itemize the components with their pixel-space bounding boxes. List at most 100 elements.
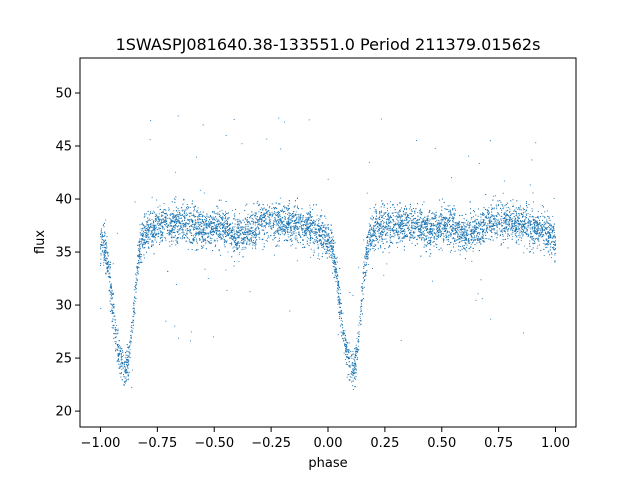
data-point [277,219,279,221]
data-point [181,213,183,215]
data-point [162,236,164,238]
data-point [263,232,266,234]
data-point [549,224,551,226]
data-point [541,236,543,238]
data-point [384,221,386,223]
data-point [326,224,328,226]
data-point [157,206,159,208]
data-point [252,229,254,232]
data-point [344,337,346,339]
data-point [386,207,388,209]
data-point [188,238,190,241]
data-point [483,219,486,221]
data-point [369,208,371,210]
data-point [408,224,410,226]
data-point [436,219,438,221]
data-point [371,227,373,229]
data-point [192,220,194,222]
data-point [553,235,555,238]
data-point [293,222,295,225]
data-point [442,226,444,228]
data-point [109,263,111,265]
data-point [239,232,241,235]
data-point [440,223,442,225]
data-point [215,218,217,220]
data-point [317,244,319,246]
data-point [275,224,277,226]
data-point [425,219,427,221]
data-point [529,213,531,216]
data-point [218,224,220,226]
data-point [531,248,533,250]
data-point [364,279,366,281]
data-point [185,236,187,238]
data-point [124,382,126,384]
data-point [233,260,236,262]
data-point [217,213,219,215]
data-point [313,227,315,229]
data-point [443,222,445,224]
data-point [445,217,447,219]
data-point [291,226,294,228]
data-point [274,210,276,213]
data-point [310,248,312,250]
data-point [500,220,502,222]
data-point [206,232,208,234]
data-point [316,219,318,221]
data-point [440,214,442,216]
data-point [203,228,205,230]
data-point [401,207,403,209]
data-point [201,233,203,235]
data-point [317,257,319,260]
data-point [377,217,379,219]
data-point [386,263,388,265]
data-point [525,227,527,229]
data-point [539,235,541,237]
data-point [266,237,269,239]
data-point [212,216,214,218]
data-point [359,324,362,326]
data-point [291,239,293,241]
data-point [358,324,360,326]
data-point [215,240,217,242]
data-point [410,230,412,232]
data-point [541,231,543,233]
data-point [324,227,326,229]
data-point [158,227,160,229]
data-point [142,239,144,241]
data-point [423,229,425,231]
data-point [227,251,229,253]
data-point [238,246,240,248]
data-point [406,207,408,209]
data-point [155,199,158,201]
data-point [181,223,183,225]
data-point [426,243,429,245]
data-point [529,230,531,232]
data-point [457,229,459,232]
data-point [248,244,250,246]
data-point [240,226,242,228]
data-point [239,252,241,254]
data-point [151,233,153,235]
data-point [332,245,334,247]
data-point [358,333,360,335]
data-point [335,258,338,260]
data-point [438,216,440,218]
data-point [223,244,225,246]
data-point [183,215,185,217]
data-point [318,217,320,220]
data-point [382,221,384,223]
data-point [299,234,301,237]
data-point [174,198,176,201]
data-point [140,228,142,230]
data-point [397,219,399,221]
data-point [456,226,458,229]
data-point [161,220,163,222]
data-point [133,299,135,301]
data-point [544,223,546,225]
data-point [259,216,261,219]
data-point [368,248,370,250]
data-point [414,213,416,215]
data-point [103,264,105,266]
data-point [475,214,477,216]
